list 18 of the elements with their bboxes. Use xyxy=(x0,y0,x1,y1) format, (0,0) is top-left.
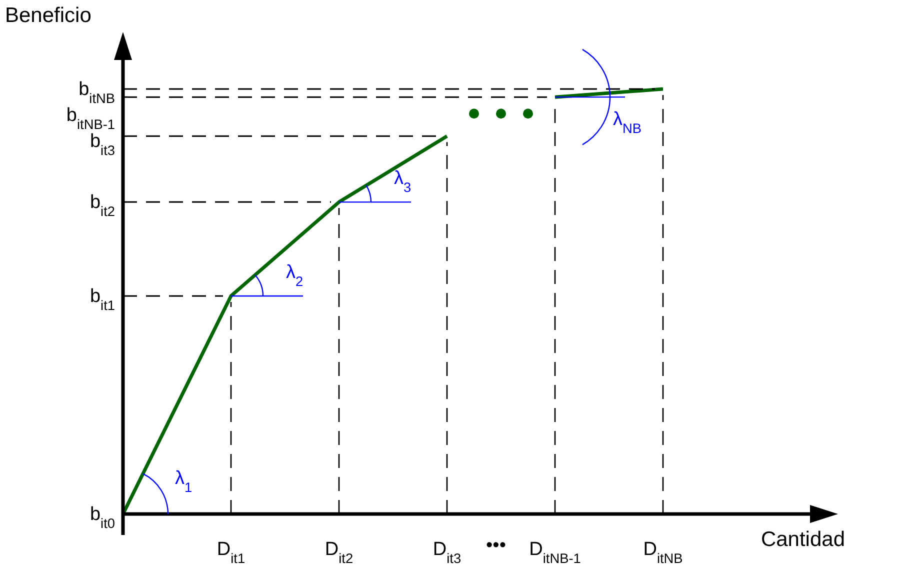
ref-line-label: b$_{it2}$ xyxy=(90,192,115,219)
annotation: λ$_{1}$ xyxy=(175,468,192,494)
x-tick-label: D$_{itNB}$ xyxy=(643,539,683,566)
x-tick-label: D$_{it1}$ xyxy=(216,539,246,566)
annotation: λ$_{NB}$ xyxy=(613,109,642,136)
text: b$_{it0}$ xyxy=(90,504,116,530)
y-axis-title: Beneficio xyxy=(5,4,92,27)
text: ••• xyxy=(486,535,506,556)
ref-line-label: b$_{itNB}$ xyxy=(78,79,115,106)
annotation: λ$_{3}$ xyxy=(394,168,412,195)
x-tick-label: D$_{itNB-1}$ xyxy=(529,539,581,566)
ref-line-label: b$_{it1}$ xyxy=(90,286,115,312)
ref-line-label: b$_{it3}$ xyxy=(90,131,115,158)
ref-line-label: b$_{itNB-1}$ xyxy=(66,105,115,132)
x-axis-title: Cantidad xyxy=(760,528,845,551)
x-tick-label: D$_{it3}$ xyxy=(432,539,462,566)
annotation: λ$_{2}$ xyxy=(286,262,304,288)
x-tick-label: D$_{it2}$ xyxy=(324,539,354,566)
